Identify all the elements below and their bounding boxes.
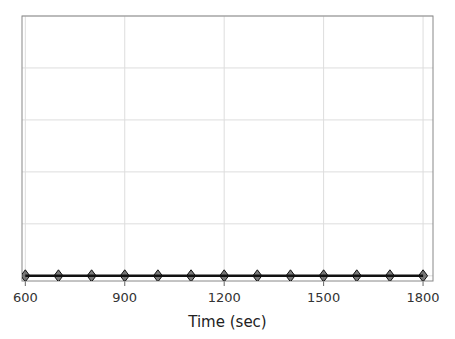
chart-svg: 600 900 1200 1500 1800 Time (sec) (0, 0, 455, 339)
plot-area (22, 16, 433, 281)
data-point (419, 270, 428, 281)
x-tick (323, 281, 324, 286)
x-tick-label: 1500 (307, 290, 340, 305)
x-grid-line (323, 16, 324, 281)
x-axis-label: Time (sec) (187, 313, 266, 331)
data-point (187, 270, 196, 281)
x-grid-line (224, 16, 225, 281)
data-point (220, 270, 229, 281)
x-tick-label: 900 (112, 290, 137, 305)
data-point (87, 270, 96, 281)
x-grid-line (124, 16, 125, 281)
x-tick-label: 1800 (407, 290, 440, 305)
x-tick (25, 281, 26, 286)
series (22, 270, 428, 281)
data-point (385, 270, 394, 281)
plot-frame (22, 16, 433, 281)
y-grid-line (22, 119, 433, 120)
x-tick (423, 281, 424, 286)
x-tick (124, 281, 125, 286)
grid (22, 16, 433, 281)
data-point (22, 270, 30, 281)
y-grid-line (22, 223, 433, 224)
data-point (253, 270, 262, 281)
x-grid-line (423, 16, 424, 281)
y-grid-line (22, 171, 433, 172)
data-point (286, 270, 295, 281)
data-point (319, 270, 328, 281)
data-point (120, 270, 129, 281)
x-tick-label: 600 (13, 290, 38, 305)
x-tick-label: 1200 (208, 290, 241, 305)
data-point (352, 270, 361, 281)
x-grid-line (25, 16, 26, 281)
data-point (153, 270, 162, 281)
y-grid-line (22, 67, 433, 68)
data-point (54, 270, 63, 281)
x-tick (224, 281, 225, 286)
chart-container: 600 900 1200 1500 1800 Time (sec) (0, 0, 455, 339)
